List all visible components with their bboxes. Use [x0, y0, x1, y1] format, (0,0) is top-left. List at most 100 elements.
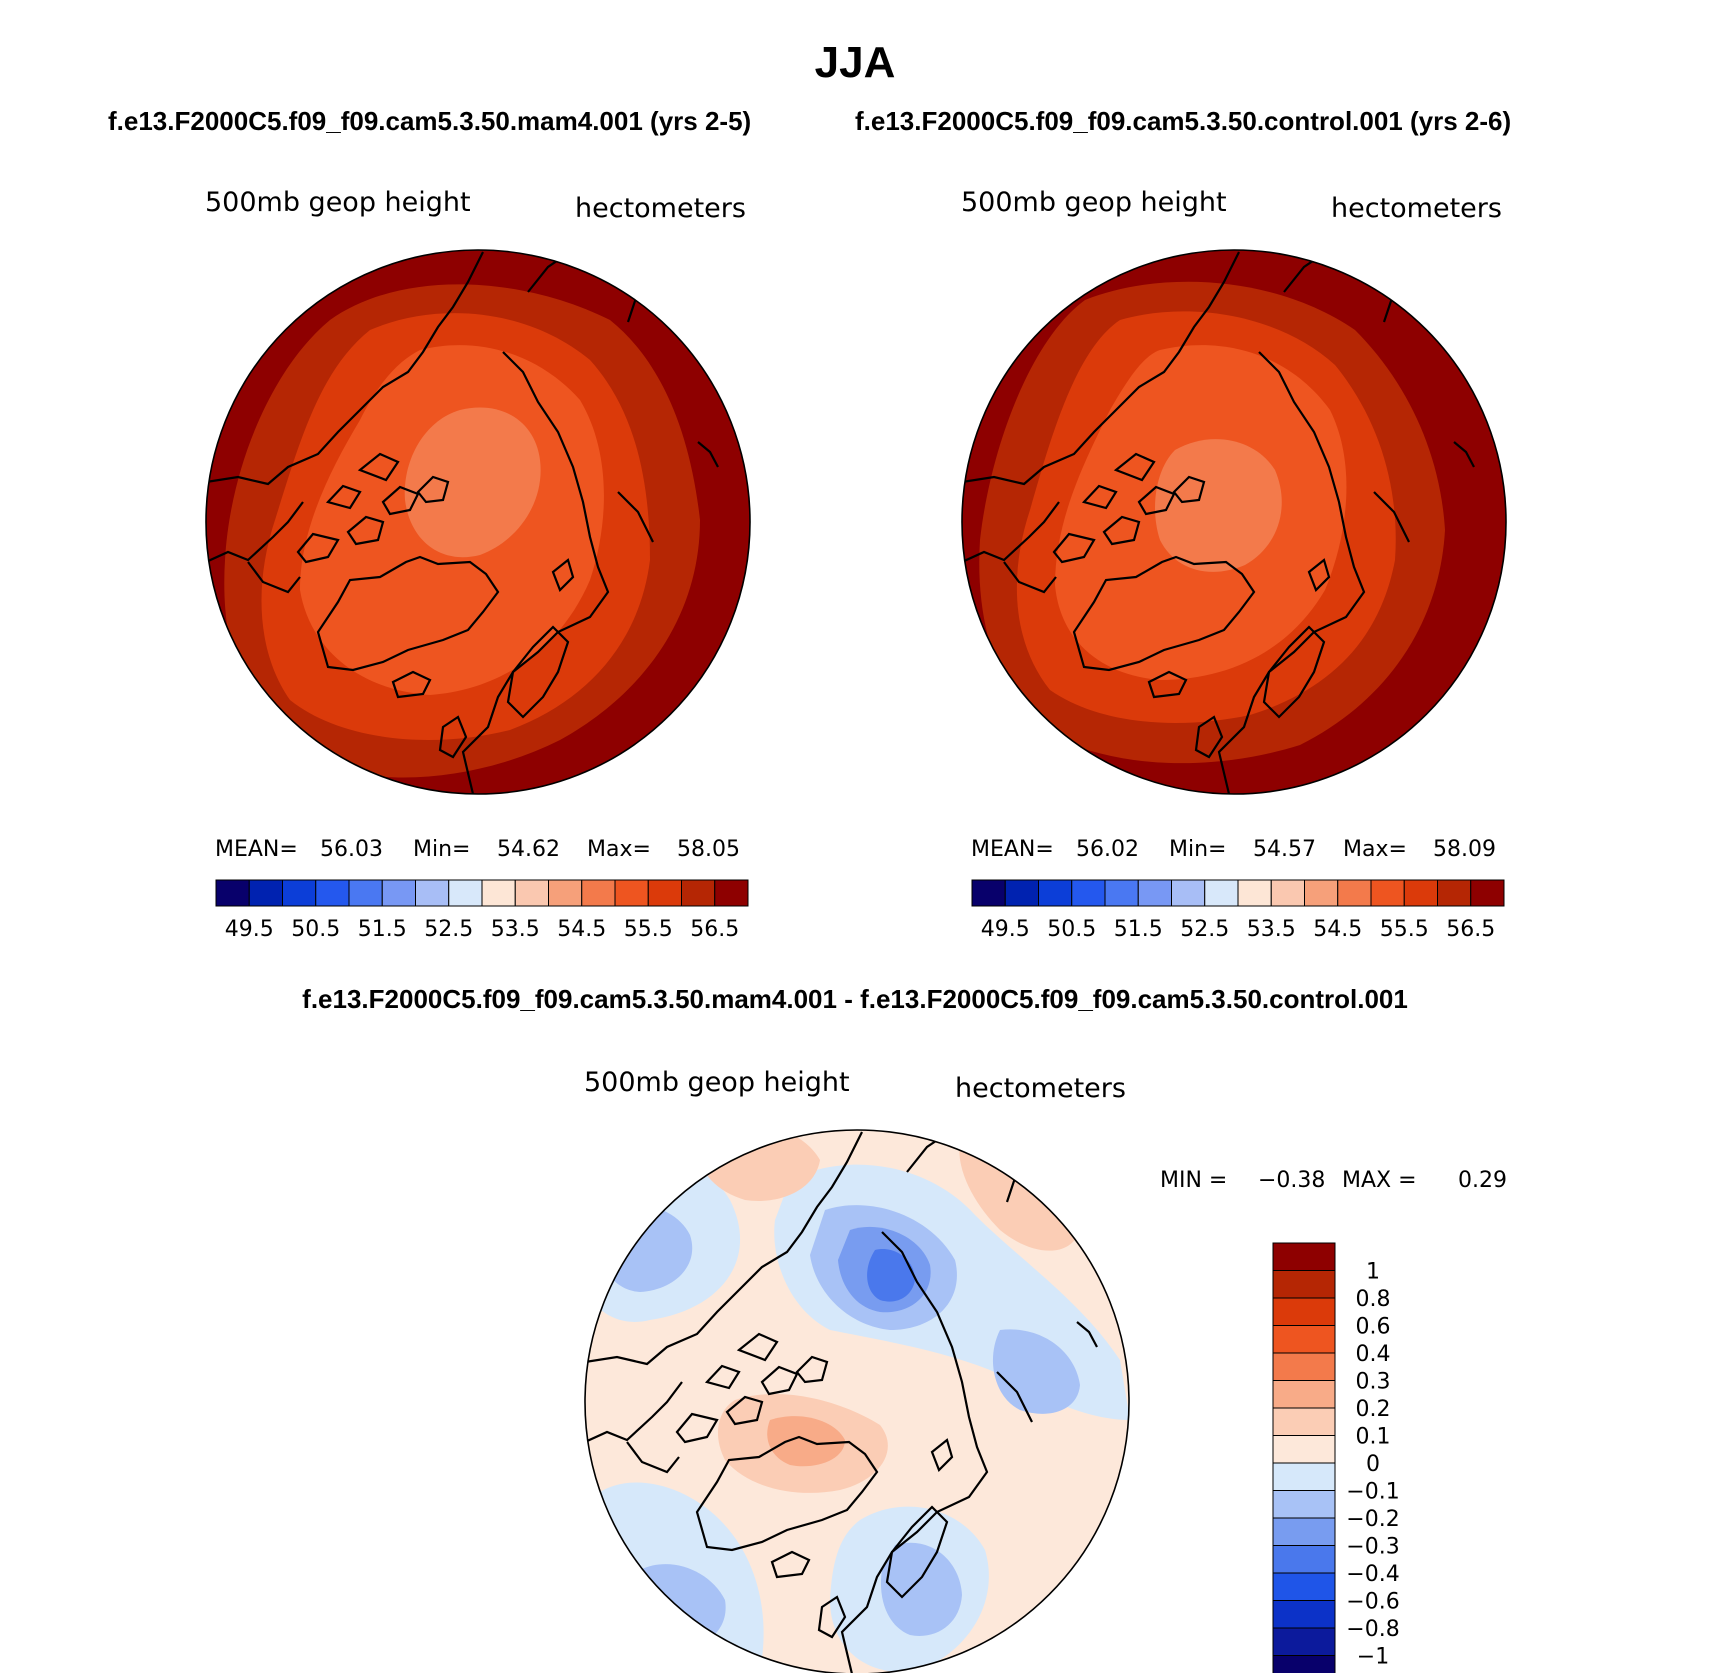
panel-c-field [585, 1130, 1129, 1674]
panel-c-colorbar-box [1272, 1517, 1336, 1546]
panel-b-colorbar-box [1171, 879, 1206, 907]
panel-c-colorbar-tick-label: 1 [1366, 1260, 1380, 1285]
panel-b-colorbar-box [1437, 879, 1472, 907]
panel-c-colorbar-box [1272, 1462, 1336, 1491]
panel-b-colorbar-tick-label: 52.5 [1180, 917, 1229, 942]
panel-a-colorbar-box [215, 879, 250, 907]
panel-c-band-pos-2 [959, 1140, 1080, 1251]
panel-a-colorbar-tick-label: 50.5 [291, 917, 340, 942]
panel-b-colorbar-box [1204, 879, 1239, 907]
panel-c-colorbar-tick-label: 0.3 [1356, 1370, 1391, 1395]
panel-a-mean-value: 56.03 [320, 837, 383, 862]
panel-control: 500mb geop height hectometers MEAN= 56.0… [961, 187, 1507, 942]
panel-a-colorbar-box [282, 879, 317, 907]
panel-c-colorbar-box [1272, 1545, 1336, 1574]
panel-c-min-label: MIN = [1160, 1168, 1227, 1193]
panel-difference: 500mb geop height hectometers MIN = −0.3… [584, 1067, 1507, 1678]
panel-b-colorbar-box [1137, 879, 1172, 907]
panel-c-colorbar-tick-label: 0.6 [1356, 1315, 1391, 1340]
panel-c-colorbar-box [1272, 1572, 1336, 1601]
panel-b-colorbar-box [1004, 879, 1039, 907]
panel-a-colorbar-tick-label: 51.5 [358, 917, 407, 942]
panel-b-max-label: Max= [1343, 837, 1407, 862]
panel-c-band-neg-central-d [867, 1249, 915, 1302]
panel-b-colorbar-box [1370, 879, 1405, 907]
panel-b-colorbar-tick-label: 51.5 [1114, 917, 1163, 942]
panel-a-colorbar-box [348, 879, 383, 907]
panel-mam4: 500mb geop height hectometers MEAN= 56.0… [205, 187, 751, 942]
panel-c-colorbar-tick-label: −0.3 [1346, 1535, 1399, 1560]
panel-c-colorbar-box [1272, 1242, 1336, 1271]
panel-c-colorbar-box [1272, 1380, 1336, 1409]
panel-a-colorbar-box [315, 879, 350, 907]
panel-a-colorbar-box [548, 879, 583, 907]
panel-c-band-neg-east [992, 1329, 1080, 1414]
panel-c-colorbar-tick-label: −0.1 [1346, 1480, 1399, 1505]
panel-c-colorbar-tick-label: −0.2 [1346, 1507, 1399, 1532]
panel-c-colorbar-tick-label: 0 [1366, 1452, 1380, 1477]
panel-a-colorbar-box [647, 879, 682, 907]
panel-b-colorbar-box [1071, 879, 1106, 907]
panel-b-min-label: Min= [1169, 837, 1226, 862]
panel-c-band-neg-south-b [880, 1542, 962, 1636]
panel-b-units-label: hectometers [1331, 193, 1502, 224]
panel-a-colorbar-box [381, 879, 416, 907]
panel-c-colorbar-box [1272, 1407, 1336, 1436]
panel-a-field [206, 250, 750, 794]
panel-c-colorbar-box [1272, 1435, 1336, 1464]
panel-a-colorbar-box [581, 879, 616, 907]
panel-a-colorbar-box [415, 879, 450, 907]
panel-c-colorbar-box [1272, 1490, 1336, 1519]
panel-b-colorbar-box [1237, 879, 1272, 907]
panel-b-map-border [961, 249, 1507, 795]
panel-a-map-border [205, 249, 751, 795]
panel-a-band-5 [404, 407, 541, 558]
panel-c-colorbar-tick-label: 0.8 [1356, 1287, 1391, 1312]
panel-a-colorbar-tick-label: 56.5 [690, 917, 739, 942]
subtitle-right: f.e13.F2000C5.f09_f09.cam5.3.50.control.… [855, 106, 1511, 136]
panel-c-colorbar-box [1272, 1627, 1336, 1656]
panel-a-max-label: Max= [587, 837, 651, 862]
panel-b-band-5 [1155, 439, 1282, 572]
panel-a-colorbar-tick-label: 54.5 [557, 917, 606, 942]
panel-a-colorbar-tick-label: 52.5 [424, 917, 473, 942]
panel-c-units-label: hectometers [955, 1073, 1126, 1104]
panel-c-colorbar-box [1272, 1325, 1336, 1354]
panel-a-colorbar-box [448, 879, 483, 907]
panel-b-colorbar-tick-label: 49.5 [981, 917, 1030, 942]
panel-a-mean-label: MEAN= [215, 837, 298, 862]
panel-a-colorbar-box [514, 879, 549, 907]
panel-c-max-label: MAX = [1342, 1168, 1417, 1193]
panel-a-min-label: Min= [413, 837, 470, 862]
panel-a-units-label: hectometers [575, 193, 746, 224]
panel-a-colorbar-box [248, 879, 283, 907]
panel-a-min-value: 54.62 [497, 837, 560, 862]
panel-b-colorbar-box [1470, 879, 1505, 907]
panel-b-variable-label: 500mb geop height [961, 187, 1227, 218]
panel-b-mean-label: MEAN= [971, 837, 1054, 862]
figure-title: JJA [815, 38, 896, 87]
panel-c-band-pos-4 [767, 1416, 845, 1467]
panel-b-colorbar-tick-label: 53.5 [1247, 917, 1296, 942]
panel-a-colorbar-box [481, 879, 516, 907]
panel-a-colorbar-box [714, 879, 749, 907]
panel-b-colorbar-box [1038, 879, 1073, 907]
panel-b-colorbar-box [971, 879, 1006, 907]
panel-a-colorbar-box [681, 879, 716, 907]
panel-b-colorbar-box [1104, 879, 1139, 907]
panel-a-max-value: 58.05 [677, 837, 740, 862]
panel-c-colorbar-tick-label: −0.4 [1346, 1562, 1399, 1587]
panel-a-colorbar-tick-label: 53.5 [491, 917, 540, 942]
panel-b-colorbar-box [1337, 879, 1372, 907]
panel-b-max-value: 58.09 [1433, 837, 1496, 862]
panel-b-colorbar: 49.5 50.5 51.5 52.5 53.5 54.5 55.5 56.5 [971, 879, 1505, 942]
panel-b-colorbar-box [1403, 879, 1438, 907]
panel-c-colorbar-tick-label: 0.2 [1356, 1397, 1391, 1422]
panel-c-colorbar-box [1272, 1600, 1336, 1629]
panel-b-colorbar-tick-label: 54.5 [1313, 917, 1362, 942]
panel-c-min-value: −0.38 [1258, 1168, 1325, 1193]
panel-b-colorbar-box [1270, 879, 1305, 907]
panel-b-mean-value: 56.02 [1076, 837, 1139, 862]
panel-c-colorbar-tick-label: −0.8 [1346, 1617, 1399, 1642]
